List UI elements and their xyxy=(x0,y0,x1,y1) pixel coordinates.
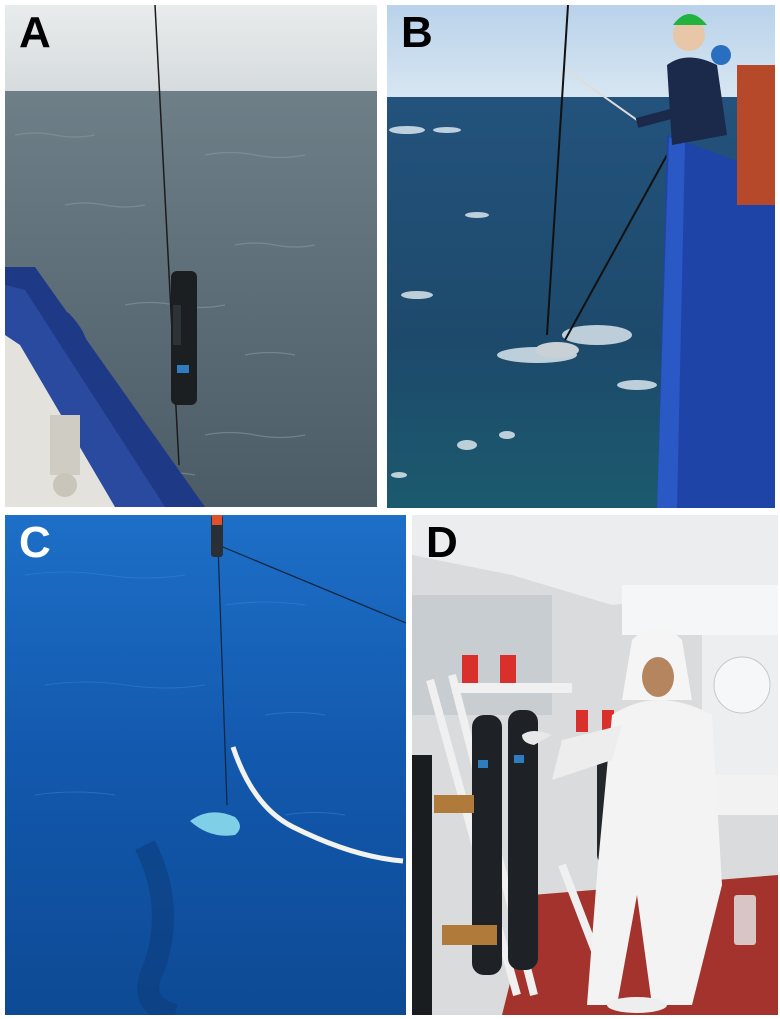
panel-label-d: D xyxy=(426,521,458,565)
panel-label-a: A xyxy=(19,11,51,55)
photo-panel-d: D xyxy=(412,515,778,1015)
photo-a xyxy=(5,5,377,507)
photo-c xyxy=(5,515,406,1015)
photo-b xyxy=(387,5,775,508)
photo-panel-c: C xyxy=(5,515,406,1015)
panel-label-b: B xyxy=(401,11,433,55)
photo-panel-b: B xyxy=(387,5,775,508)
panel-label-c: C xyxy=(19,521,51,565)
photo-panel-a: A xyxy=(5,5,377,507)
photo-d xyxy=(412,515,778,1015)
